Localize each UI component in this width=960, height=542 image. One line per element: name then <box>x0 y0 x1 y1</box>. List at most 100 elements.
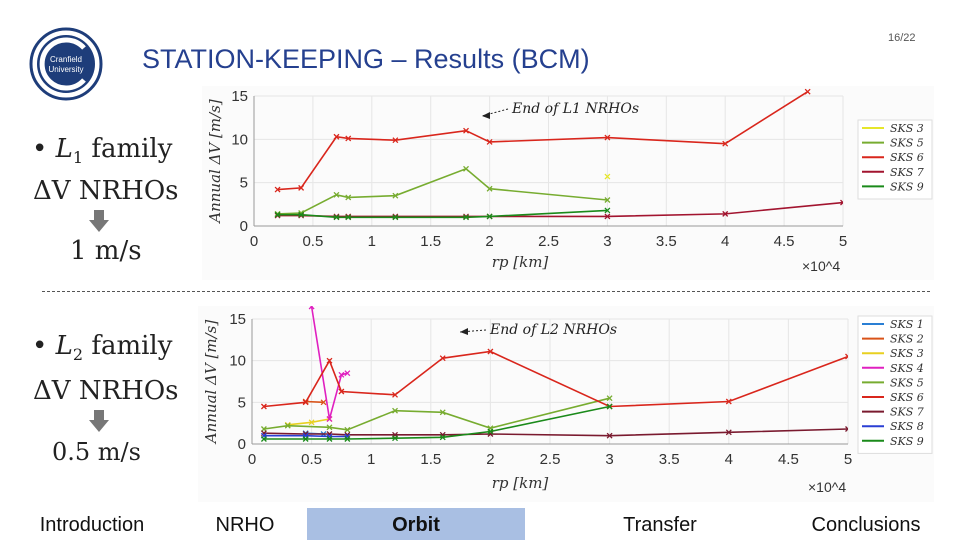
series-group <box>274 88 843 221</box>
series-line-sks9 <box>263 405 610 440</box>
data-point-marker <box>463 127 469 134</box>
legend-label: SKS 5 <box>890 137 924 150</box>
data-point-marker <box>302 436 309 442</box>
x-tick-label: 1.5 <box>420 451 441 468</box>
y-tick-label: 0 <box>240 218 248 235</box>
data-point-marker <box>487 428 494 435</box>
family-word: family <box>91 134 173 164</box>
x-tick-label: 4.5 <box>774 233 795 250</box>
nav-nrho[interactable]: NRHO <box>215 514 275 536</box>
data-point-marker <box>486 185 493 192</box>
data-point-marker <box>333 214 340 221</box>
nav-introduction[interactable]: Introduction <box>39 514 145 536</box>
chart-l1: 0 0.5 1 1.5 2 2.5 3 3.5 4 4.5 5 0 5 10 15 End of L1 NRH… <box>202 86 934 280</box>
data-point-marker <box>298 184 305 191</box>
x-tick-label: 2 <box>486 451 494 468</box>
data-point-marker <box>606 432 613 439</box>
x-axis-label: rp [km] <box>492 474 549 492</box>
logo-text-line1: Cranfield <box>50 55 82 64</box>
legend-label: SKS 4 <box>890 362 924 375</box>
data-point-marker <box>326 424 333 431</box>
x-tick-label: 0 <box>250 233 258 250</box>
data-point-marker <box>392 407 398 414</box>
series-line-sks4 <box>310 306 348 420</box>
nav-conclusions[interactable]: Conclusions <box>811 514 921 536</box>
data-point-marker <box>302 399 309 406</box>
bullet-icon: • <box>32 331 48 361</box>
x-tick-label: 2.5 <box>538 233 559 250</box>
data-point-marker <box>333 191 340 198</box>
data-point-marker <box>804 88 811 95</box>
series-line-sks5 <box>263 397 610 431</box>
series-line-sks6 <box>263 350 848 408</box>
page-number: 16/22 <box>888 32 916 44</box>
section1-result: 1 m/s <box>70 236 142 266</box>
data-point-marker <box>392 137 399 144</box>
data-point-marker <box>344 436 351 442</box>
legend-label: SKS 9 <box>890 180 924 193</box>
chart-l2: 0 0.5 1 1.5 2 2.5 3 3.5 4 4.5 5 0 5 10 15 End of L2 NRH… <box>198 306 934 502</box>
series-line-sks8 <box>263 434 348 438</box>
data-point-marker <box>604 197 611 203</box>
data-point-marker <box>308 419 315 426</box>
data-point-marker <box>463 165 469 172</box>
legend-label: SKS 5 <box>890 376 924 389</box>
data-point-marker <box>486 138 493 145</box>
data-point-marker <box>606 395 613 402</box>
annotation-arrow-line <box>481 108 509 117</box>
lagrange-subscript: 2 <box>72 345 84 365</box>
data-point-marker <box>722 140 729 147</box>
arrow-down-icon <box>89 210 109 232</box>
x-tick-label: 3 <box>603 233 611 250</box>
x-tick-label: 3 <box>605 451 613 468</box>
y-tick-label: 15 <box>231 88 248 105</box>
x-axis-multiplier: ×10^4 <box>808 479 846 495</box>
data-point-marker <box>463 214 469 221</box>
data-point-marker <box>344 370 351 377</box>
chart-annotation: End of L2 NRHOs <box>489 322 617 338</box>
x-tick-label: 3.5 <box>659 451 680 468</box>
x-tick-label: 4 <box>725 451 733 468</box>
data-point-marker <box>606 403 613 410</box>
nav-orbit[interactable]: Orbit <box>307 508 525 540</box>
page-title: STATION-KEEPING – Results (BCM) <box>142 44 590 74</box>
legend-label: SKS 8 <box>890 420 924 433</box>
x-tick-label: 4 <box>721 233 729 250</box>
series-line-sks2 <box>305 400 324 404</box>
data-point-marker <box>392 192 399 199</box>
legend-label: SKS 2 <box>890 333 924 346</box>
data-point-marker <box>439 409 446 416</box>
x-axis-label: rp [km] <box>492 253 549 271</box>
annotation-arrowhead-icon <box>482 112 490 119</box>
nav-transfer[interactable]: Transfer <box>623 514 697 536</box>
x-tick-label: 2.5 <box>540 451 561 468</box>
series-line-sks6 <box>277 90 809 191</box>
data-point-marker <box>604 173 611 180</box>
y-tick-label: 10 <box>229 353 246 370</box>
section2-result: 0.5 m/s <box>52 438 141 466</box>
annotation-arrowhead-icon <box>460 328 468 335</box>
data-point-marker <box>392 391 398 398</box>
data-point-marker <box>284 422 291 429</box>
data-point-marker <box>725 398 732 405</box>
section1-family-line: • L1 family <box>32 134 172 167</box>
data-point-marker <box>725 429 732 436</box>
y-tick-label: 5 <box>238 394 246 411</box>
x-tick-label: 0 <box>248 451 256 468</box>
chart-background <box>198 306 934 502</box>
data-point-marker <box>845 426 848 432</box>
y-tick-label: 10 <box>231 131 248 148</box>
x-tick-label: 1.5 <box>420 233 441 250</box>
x-tick-label: 4.5 <box>778 451 799 468</box>
legend-label: SKS 1 <box>890 318 924 331</box>
legend-label: SKS 6 <box>890 151 924 164</box>
data-point-marker <box>320 399 327 406</box>
x-tick-label: 0.5 <box>301 451 322 468</box>
lagrange-symbol: L <box>55 134 73 164</box>
data-point-marker <box>845 353 848 360</box>
legend-label: SKS 3 <box>890 347 924 360</box>
y-tick-label: 0 <box>238 436 246 453</box>
data-point-marker <box>298 211 305 218</box>
data-point-marker <box>344 426 351 433</box>
logo-text-line2: University <box>48 65 83 74</box>
